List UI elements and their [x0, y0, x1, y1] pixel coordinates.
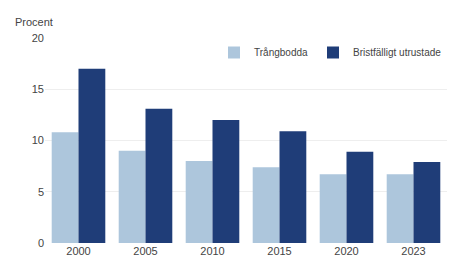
svg-text:Procent: Procent	[15, 16, 53, 28]
svg-text:5: 5	[38, 186, 44, 198]
svg-text:2005: 2005	[133, 245, 157, 257]
svg-text:2000: 2000	[66, 245, 90, 257]
svg-text:0: 0	[38, 237, 44, 249]
svg-text:2023: 2023	[401, 245, 425, 257]
svg-text:20: 20	[32, 32, 44, 44]
svg-text:2015: 2015	[267, 245, 291, 257]
svg-text:Bristfälligt utrustade: Bristfälligt utrustade	[353, 47, 441, 58]
svg-text:10: 10	[32, 134, 44, 146]
svg-text:2020: 2020	[334, 245, 358, 257]
svg-text:15: 15	[32, 83, 44, 95]
svg-text:2010: 2010	[200, 245, 224, 257]
svg-text:Trångbodda: Trångbodda	[254, 47, 308, 58]
